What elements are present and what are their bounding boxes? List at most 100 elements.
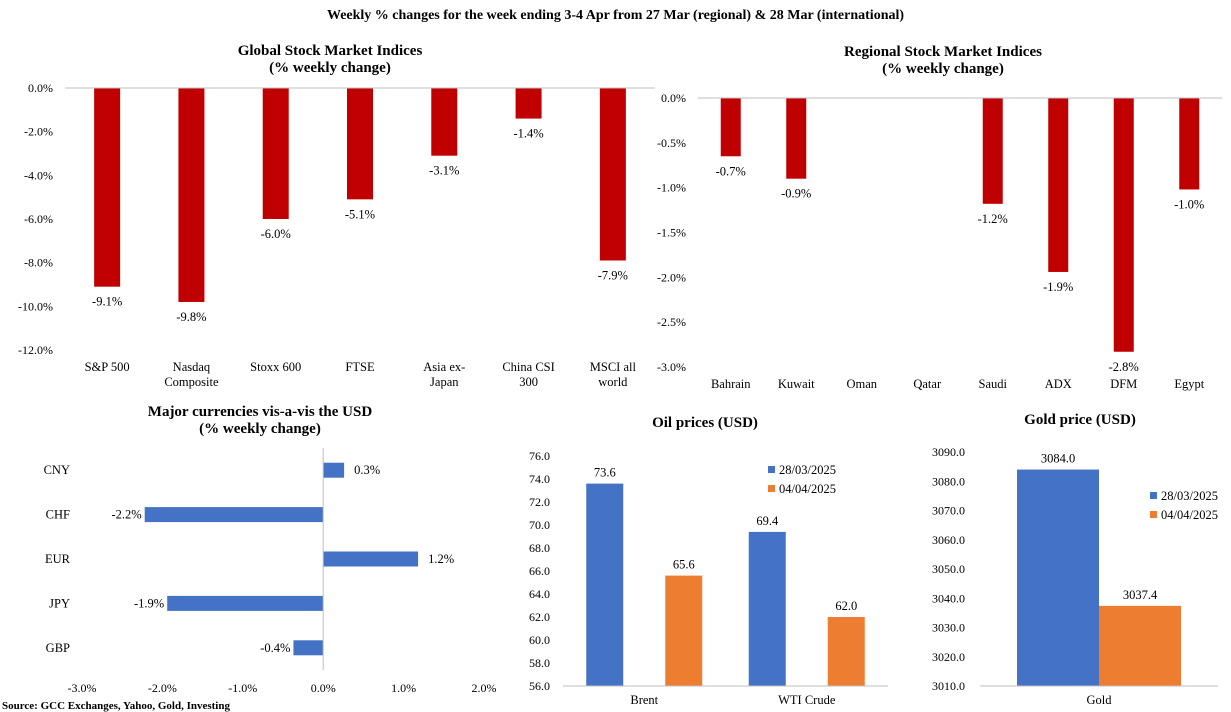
data-label: -9.1% bbox=[92, 295, 122, 309]
bar bbox=[347, 88, 373, 200]
x-tick-label: 1.0% bbox=[391, 681, 416, 695]
y-tick-label: 60.0 bbox=[529, 633, 550, 647]
y-tick-label: 68.0 bbox=[529, 541, 550, 555]
category-label: Egypt bbox=[1174, 377, 1204, 391]
bar bbox=[293, 640, 324, 656]
category-label: CHF bbox=[46, 508, 70, 522]
data-label: -1.9% bbox=[1043, 280, 1073, 294]
category-label: CNY bbox=[44, 463, 70, 477]
y-tick-label: -1.0% bbox=[657, 181, 686, 195]
y-tick-label: -10.0% bbox=[18, 299, 53, 313]
y-tick-label: 3090.0 bbox=[932, 445, 965, 459]
data-label: 62.0 bbox=[835, 599, 857, 613]
y-tick-label: 3040.0 bbox=[932, 591, 965, 605]
category-label: ADX bbox=[1045, 377, 1072, 391]
x-tick-label: -3.0% bbox=[68, 681, 97, 695]
data-label: -5.1% bbox=[345, 207, 375, 221]
data-label: -7.9% bbox=[598, 268, 628, 282]
category-label: EUR bbox=[45, 552, 71, 566]
data-label: -2.8% bbox=[1109, 360, 1139, 374]
bar bbox=[748, 531, 786, 686]
chart-title: Gold price (USD) bbox=[1024, 412, 1136, 428]
bar bbox=[586, 483, 624, 686]
data-label: 3037.4 bbox=[1123, 588, 1158, 602]
x-tick-label: -2.0% bbox=[148, 681, 177, 695]
category-label: China CSI 300 bbox=[502, 360, 554, 389]
y-tick-label: -12.0% bbox=[18, 343, 53, 357]
data-label: -9.8% bbox=[176, 310, 206, 324]
y-tick-label: 0.0% bbox=[28, 81, 53, 95]
chart-title: Oil prices (USD) bbox=[652, 415, 758, 431]
y-tick-label: 3010.0 bbox=[932, 679, 965, 693]
y-tick-label: 74.0 bbox=[529, 472, 550, 486]
y-tick-label: 56.0 bbox=[529, 679, 550, 693]
y-tick-label: 64.0 bbox=[529, 587, 550, 601]
legend-label: 04/04/2025 bbox=[779, 482, 836, 496]
category-label: Nasdaq Composite bbox=[164, 360, 219, 389]
x-tick-label: 2.0% bbox=[472, 681, 497, 695]
category-label: Gold bbox=[1087, 693, 1113, 707]
data-label: 1.2% bbox=[428, 552, 454, 566]
data-label: 65.6 bbox=[673, 558, 695, 572]
bar bbox=[515, 88, 542, 119]
data-label: -0.7% bbox=[716, 164, 746, 178]
y-tick-label: 72.0 bbox=[529, 495, 550, 509]
data-label: 69.4 bbox=[756, 514, 779, 528]
y-tick-label: 70.0 bbox=[529, 518, 550, 532]
x-tick-label: 0.0% bbox=[311, 681, 336, 695]
legend-label: 28/03/2025 bbox=[779, 463, 836, 477]
legend-label: 28/03/2025 bbox=[1161, 489, 1218, 503]
bar bbox=[262, 88, 289, 219]
bar bbox=[665, 575, 703, 686]
bar bbox=[599, 88, 626, 261]
y-tick-label: 76.0 bbox=[529, 449, 550, 463]
bar bbox=[982, 98, 1003, 204]
bar bbox=[323, 462, 345, 478]
category-label: Kuwait bbox=[778, 377, 815, 391]
category-label: MSCI all world bbox=[590, 360, 637, 389]
bar bbox=[431, 88, 458, 156]
data-label: -6.0% bbox=[261, 227, 291, 241]
category-label: Brent bbox=[630, 693, 658, 707]
category-label: Stoxx 600 bbox=[250, 360, 301, 374]
category-label: Qatar bbox=[913, 377, 942, 391]
chart-title: Major currencies vis-a-vis the USD (% wee… bbox=[148, 404, 373, 437]
y-tick-label: 3020.0 bbox=[932, 650, 965, 664]
y-tick-label: 3070.0 bbox=[932, 504, 965, 518]
y-tick-label: -0.5% bbox=[657, 136, 686, 150]
data-label: 73.6 bbox=[594, 466, 616, 480]
y-tick-label: 3060.0 bbox=[932, 533, 965, 547]
category-label: JPY bbox=[49, 596, 70, 610]
category-label: Oman bbox=[846, 377, 877, 391]
bar bbox=[167, 595, 324, 611]
source-note: Source: GCC Exchanges, Yahoo, Gold, Inve… bbox=[2, 700, 230, 712]
legend-swatch bbox=[768, 485, 775, 492]
y-tick-label: -2.5% bbox=[657, 315, 686, 329]
category-label: FTSE bbox=[345, 360, 375, 374]
data-label: -0.9% bbox=[781, 187, 811, 201]
bar bbox=[323, 551, 419, 567]
legend-swatch bbox=[768, 466, 775, 473]
y-tick-label: 66.0 bbox=[529, 564, 550, 578]
category-label: Saudi bbox=[979, 377, 1008, 391]
legend-swatch bbox=[1150, 511, 1157, 518]
data-label: -1.9% bbox=[134, 596, 164, 610]
x-tick-label: -1.0% bbox=[228, 681, 257, 695]
bar bbox=[786, 98, 807, 179]
chart-title: Global Stock Market Indices (% weekly cha… bbox=[238, 43, 423, 76]
bar bbox=[720, 98, 741, 157]
y-tick-label: -6.0% bbox=[24, 212, 53, 226]
page-title: Weekly % changes for the week ending 3-4… bbox=[326, 8, 905, 23]
data-label: -1.2% bbox=[978, 212, 1008, 226]
data-label: 3084.0 bbox=[1041, 452, 1075, 466]
bar bbox=[1017, 469, 1099, 686]
bar bbox=[1099, 605, 1181, 686]
data-label: -1.0% bbox=[1174, 197, 1204, 211]
y-tick-label: -8.0% bbox=[24, 256, 53, 270]
bar bbox=[144, 507, 324, 523]
legend-label: 04/04/2025 bbox=[1161, 508, 1218, 522]
